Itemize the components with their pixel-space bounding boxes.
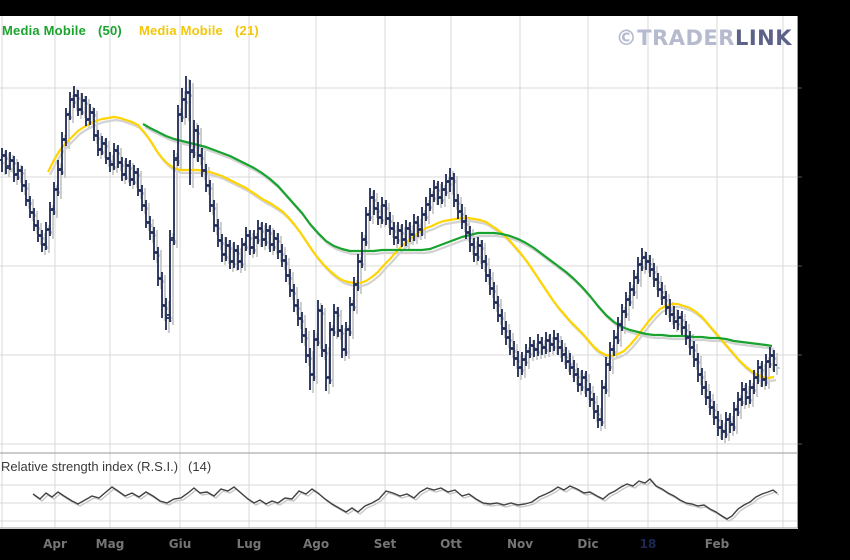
legend-label-mm21: Media Mobile xyxy=(138,23,223,38)
month-label: Ott xyxy=(440,537,462,551)
time-axis: Apr Mag Giu Lug Ago Set Ott Nov Dic 18 Feb xyxy=(0,537,798,557)
month-label: Feb xyxy=(704,537,730,551)
rsi-period-value: (14) xyxy=(188,459,212,474)
traderlink-logo: ©TRADERLINK xyxy=(616,26,792,50)
month-label: Mag xyxy=(95,537,125,551)
month-label: Apr xyxy=(43,537,67,551)
moving-average-legend: Media Mobile (50) Media Mobile (21) xyxy=(2,23,259,38)
month-label: Lug xyxy=(236,537,262,551)
legend-label-mm50: Media Mobile xyxy=(2,23,87,38)
month-label: Giu xyxy=(168,537,192,551)
rsi-panel-title: Relative strength index (R.S.I.) (14) xyxy=(1,459,211,474)
legend-item-mm21: Media Mobile (21) xyxy=(139,23,259,38)
year-label: 18 xyxy=(639,537,657,551)
month-label: Nov xyxy=(506,537,534,551)
logo-prefix: ©TRADER xyxy=(615,26,735,50)
month-label: Set xyxy=(373,537,397,551)
legend-value-mm50: (50) xyxy=(98,23,122,38)
legend-item-mm50: Media Mobile (50) xyxy=(2,23,122,38)
legend-value-mm21: (21) xyxy=(234,23,259,38)
rsi-title-text: Relative strength index (R.S.I.) xyxy=(1,459,179,474)
month-label: Dic xyxy=(577,537,599,551)
month-label: Ago xyxy=(302,537,330,551)
logo-suffix: LINK xyxy=(734,26,792,50)
